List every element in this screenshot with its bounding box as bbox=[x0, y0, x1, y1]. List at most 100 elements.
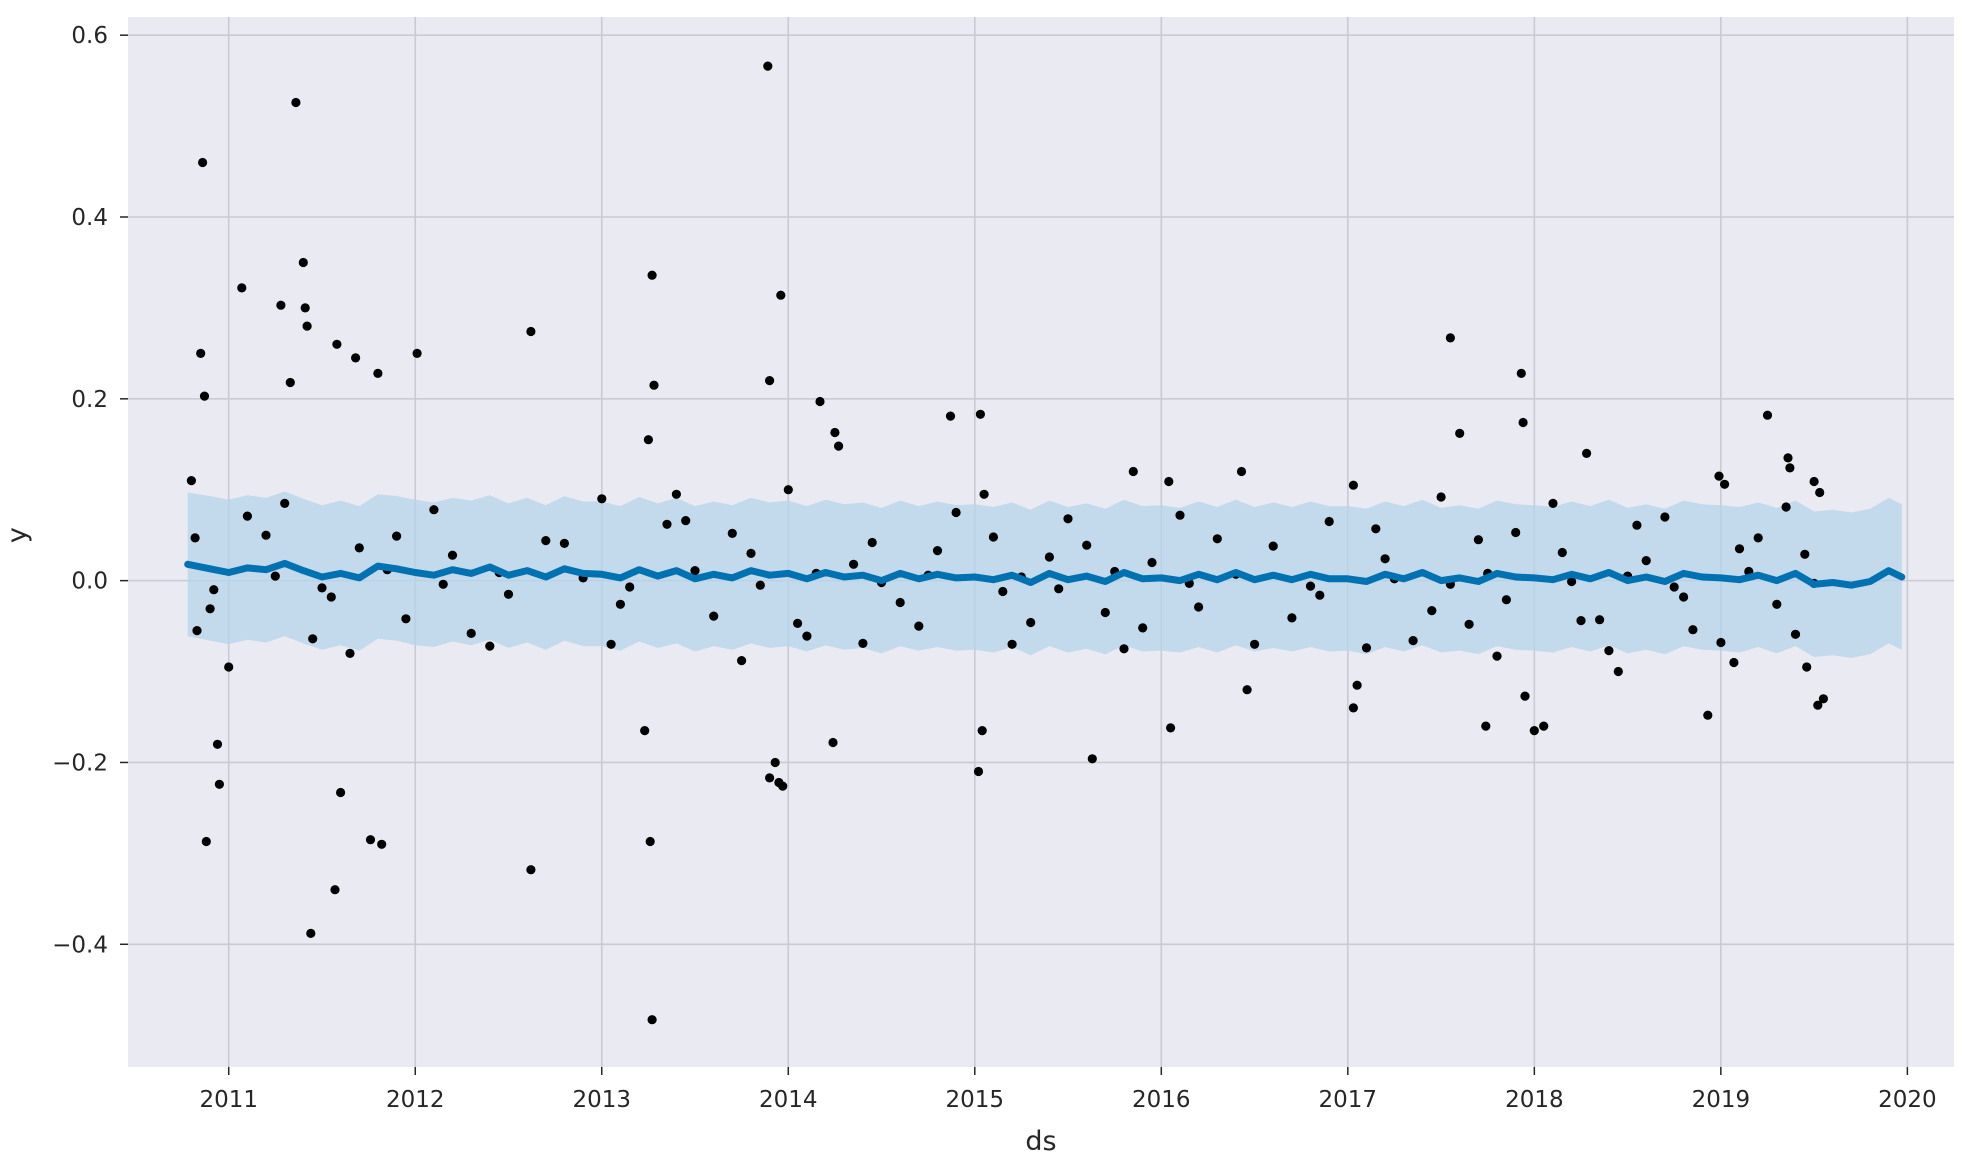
observed-point bbox=[377, 839, 387, 849]
observed-point bbox=[640, 726, 650, 736]
observed-point bbox=[1632, 520, 1642, 530]
observed-point bbox=[1164, 476, 1174, 487]
observed-point bbox=[1813, 700, 1823, 710]
observed-point bbox=[1063, 514, 1073, 524]
observed-point bbox=[1595, 615, 1605, 625]
observed-point bbox=[1520, 691, 1530, 701]
x-axis-label: ds bbox=[1025, 1126, 1056, 1152]
observed-point bbox=[192, 626, 202, 636]
observed-point bbox=[1044, 552, 1054, 562]
observed-point bbox=[1576, 616, 1586, 626]
observed-point bbox=[1516, 368, 1526, 378]
observed-point bbox=[1582, 448, 1592, 458]
observed-point bbox=[1613, 666, 1623, 677]
observed-point bbox=[199, 391, 210, 401]
observed-point bbox=[1473, 535, 1483, 545]
forecast-line bbox=[184, 559, 1906, 589]
observed-point bbox=[1783, 453, 1793, 463]
observed-point bbox=[447, 550, 458, 560]
observed-point bbox=[365, 835, 376, 845]
observed-point bbox=[212, 739, 223, 749]
observed-point bbox=[945, 411, 956, 421]
observed-point bbox=[302, 321, 312, 331]
observed-point bbox=[597, 494, 607, 504]
observed-point bbox=[1371, 524, 1381, 534]
observed-point bbox=[1753, 533, 1763, 543]
observed-point bbox=[1445, 333, 1455, 343]
observed-point bbox=[1348, 480, 1358, 490]
observed-point bbox=[541, 536, 551, 546]
observed-point bbox=[280, 498, 290, 508]
observed-point bbox=[1529, 726, 1539, 736]
observed-point bbox=[1100, 607, 1110, 618]
x-tick-label: 2019 bbox=[1692, 1087, 1751, 1113]
observed-point bbox=[1567, 576, 1577, 587]
x-tick-label: 2015 bbox=[946, 1087, 1005, 1113]
observed-point bbox=[1679, 592, 1689, 602]
observed-point bbox=[737, 656, 747, 666]
observed-point bbox=[1380, 554, 1390, 564]
observed-point bbox=[988, 532, 999, 542]
observed-point bbox=[643, 435, 654, 445]
observed-point bbox=[1772, 599, 1782, 609]
observed-point bbox=[336, 787, 346, 798]
observed-point bbox=[1250, 639, 1260, 649]
observed-point bbox=[332, 339, 342, 349]
observed-point bbox=[1818, 694, 1828, 704]
observed-point bbox=[1809, 476, 1819, 487]
observed-point bbox=[1800, 549, 1810, 559]
y-tick-label: −0.4 bbox=[52, 932, 108, 958]
observed-point bbox=[186, 476, 196, 486]
observed-point bbox=[649, 380, 659, 390]
observed-point bbox=[298, 257, 308, 268]
observed-point bbox=[1464, 619, 1474, 629]
observed-point bbox=[1548, 498, 1558, 508]
x-tick-label: 2014 bbox=[759, 1087, 818, 1113]
observed-point bbox=[647, 1015, 657, 1025]
observed-point bbox=[1703, 710, 1713, 720]
x-tick-label: 2011 bbox=[199, 1087, 258, 1113]
observed-point bbox=[196, 348, 206, 358]
y-tick-label: 0.6 bbox=[71, 23, 108, 49]
observed-point bbox=[1720, 479, 1730, 489]
observed-point bbox=[330, 885, 340, 895]
observed-point bbox=[201, 836, 211, 847]
y-axis-label: y bbox=[2, 527, 33, 543]
observed-point bbox=[793, 618, 803, 629]
observed-point bbox=[429, 505, 439, 515]
observed-point bbox=[709, 611, 719, 621]
observed-point bbox=[1802, 662, 1812, 672]
observed-point bbox=[606, 639, 616, 649]
observed-point bbox=[1138, 623, 1148, 633]
observed-point bbox=[1427, 606, 1437, 616]
observed-point bbox=[198, 157, 208, 168]
observed-point bbox=[1087, 754, 1097, 764]
observed-point bbox=[834, 441, 844, 451]
observed-point bbox=[1688, 625, 1698, 635]
observed-point bbox=[1352, 680, 1362, 690]
observed-point bbox=[190, 533, 200, 543]
observed-point bbox=[1714, 471, 1724, 481]
observed-point bbox=[1147, 557, 1157, 568]
x-tick-label: 2017 bbox=[1319, 1087, 1378, 1113]
observed-point bbox=[1082, 540, 1092, 550]
y-tick-label: −0.2 bbox=[52, 750, 108, 776]
observed-point bbox=[645, 836, 655, 847]
observed-point bbox=[1287, 613, 1297, 623]
observed-point bbox=[1305, 581, 1316, 591]
observed-point bbox=[1815, 487, 1825, 498]
observed-point bbox=[503, 589, 514, 599]
observed-point bbox=[373, 368, 383, 378]
observed-point bbox=[615, 599, 626, 609]
observed-point bbox=[763, 61, 773, 71]
observed-point bbox=[1212, 534, 1222, 544]
observed-point bbox=[270, 571, 280, 581]
observed-point bbox=[1781, 502, 1791, 512]
observed-point bbox=[895, 597, 905, 608]
observed-point bbox=[242, 511, 252, 521]
observed-point bbox=[727, 528, 737, 539]
observed-point bbox=[1669, 582, 1679, 592]
observed-point bbox=[681, 516, 691, 526]
y-tick-label: 0.4 bbox=[71, 205, 108, 231]
observed-point bbox=[671, 489, 682, 499]
